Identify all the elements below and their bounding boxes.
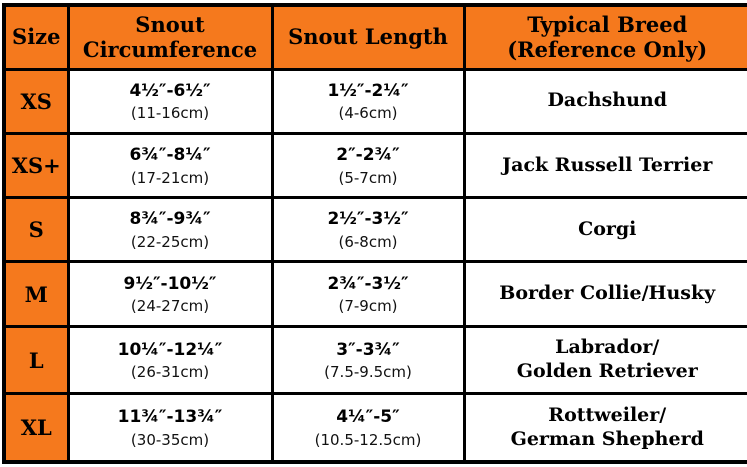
- snout-circumference-cell: 11¾″-13¾″ (30-35cm): [66, 392, 274, 464]
- cm-value: (26-31cm): [130, 363, 210, 382]
- cm-value: (4-6cm): [338, 104, 398, 123]
- size-cell: L: [2, 324, 70, 396]
- snout-circumference-cell: 4½″-6½″ (11-16cm): [66, 67, 274, 135]
- cm-value: (24-27cm): [130, 297, 210, 316]
- cm-value: (30-35cm): [130, 430, 210, 449]
- cm-value: (10.5-12.5cm): [314, 430, 422, 449]
- table-row: S 8¾″-9¾″ (22-25cm) 2½″-3½″ (6-8cm) Corg…: [2, 196, 747, 264]
- header-snout-circumference: Snout Circumference: [66, 3, 274, 71]
- table-row: M 9½″-10½″ (24-27cm) 2¾″-3½″ (7-9cm) Bor…: [2, 260, 747, 328]
- size-cell: XS+: [2, 131, 70, 200]
- size-cell: XS: [2, 67, 70, 135]
- snout-length-cell: 1½″-2¼″ (4-6cm): [270, 67, 466, 135]
- snout-circumference-cell: 6¾″-8¼″ (17-21cm): [66, 131, 274, 200]
- snout-circumference-cell: 9½″-10½″ (24-27cm): [66, 260, 274, 328]
- breed-cell: Dachshund: [462, 67, 747, 135]
- header-row: Size Snout Circumference Snout Length Ty…: [2, 3, 747, 71]
- table-row: XS 4½″-6½″ (11-16cm) 1½″-2¼″ (4-6cm) Dac…: [2, 67, 747, 135]
- cm-value: (7-9cm): [338, 297, 398, 316]
- breed-cell: Jack Russell Terrier: [462, 131, 747, 200]
- cm-value: (22-25cm): [130, 232, 210, 251]
- breed-cell: Rottweiler/ German Shepherd: [462, 392, 747, 464]
- inches-value: 6¾″-8¼″: [129, 145, 211, 166]
- cm-value: (6-8cm): [338, 232, 398, 251]
- inches-value: 10¼″-12¼″: [117, 339, 223, 360]
- inches-value: 4¼″-5″: [336, 407, 400, 428]
- inches-value: 4½″-6½″: [129, 80, 211, 101]
- inches-value: 9½″-10½″: [123, 273, 217, 294]
- cm-value: (7.5-9.5cm): [324, 363, 412, 382]
- snout-length-cell: 4¼″-5″ (10.5-12.5cm): [270, 392, 466, 464]
- inches-value: 2¾″-3½″: [327, 273, 409, 294]
- cm-value: (11-16cm): [130, 104, 210, 123]
- header-typical-breed: Typical Breed (Reference Only): [462, 3, 747, 71]
- inches-value: 11¾″-13¾″: [117, 407, 223, 428]
- snout-length-cell: 2¾″-3½″ (7-9cm): [270, 260, 466, 328]
- inches-value: 2″-2¾″: [336, 145, 400, 166]
- size-cell: S: [2, 196, 70, 264]
- header-size: Size: [2, 3, 70, 71]
- cm-value: (5-7cm): [338, 168, 398, 187]
- size-chart-table: Size Snout Circumference Snout Length Ty…: [2, 3, 747, 464]
- cm-value: (17-21cm): [130, 168, 210, 187]
- table-row: XS+ 6¾″-8¼″ (17-21cm) 2″-2¾″ (5-7cm) Jac…: [2, 131, 747, 200]
- snout-circumference-cell: 8¾″-9¾″ (22-25cm): [66, 196, 274, 264]
- snout-length-cell: 2½″-3½″ (6-8cm): [270, 196, 466, 264]
- header-snout-length: Snout Length: [270, 3, 466, 71]
- inches-value: 2½″-3½″: [327, 209, 409, 230]
- snout-circumference-cell: 10¼″-12¼″ (26-31cm): [66, 324, 274, 396]
- breed-cell: Corgi: [462, 196, 747, 264]
- inches-value: 1½″-2¼″: [327, 80, 409, 101]
- breed-cell: Labrador/ Golden Retriever: [462, 324, 747, 396]
- inches-value: 8¾″-9¾″: [129, 209, 211, 230]
- size-cell: XL: [2, 392, 70, 464]
- snout-length-cell: 2″-2¾″ (5-7cm): [270, 131, 466, 200]
- inches-value: 3″-3¾″: [336, 339, 400, 360]
- size-cell: M: [2, 260, 70, 328]
- breed-cell: Border Collie/Husky: [462, 260, 747, 328]
- snout-length-cell: 3″-3¾″ (7.5-9.5cm): [270, 324, 466, 396]
- table-row: XL 11¾″-13¾″ (30-35cm) 4¼″-5″ (10.5-12.5…: [2, 392, 747, 464]
- table-row: L 10¼″-12¼″ (26-31cm) 3″-3¾″ (7.5-9.5cm)…: [2, 324, 747, 396]
